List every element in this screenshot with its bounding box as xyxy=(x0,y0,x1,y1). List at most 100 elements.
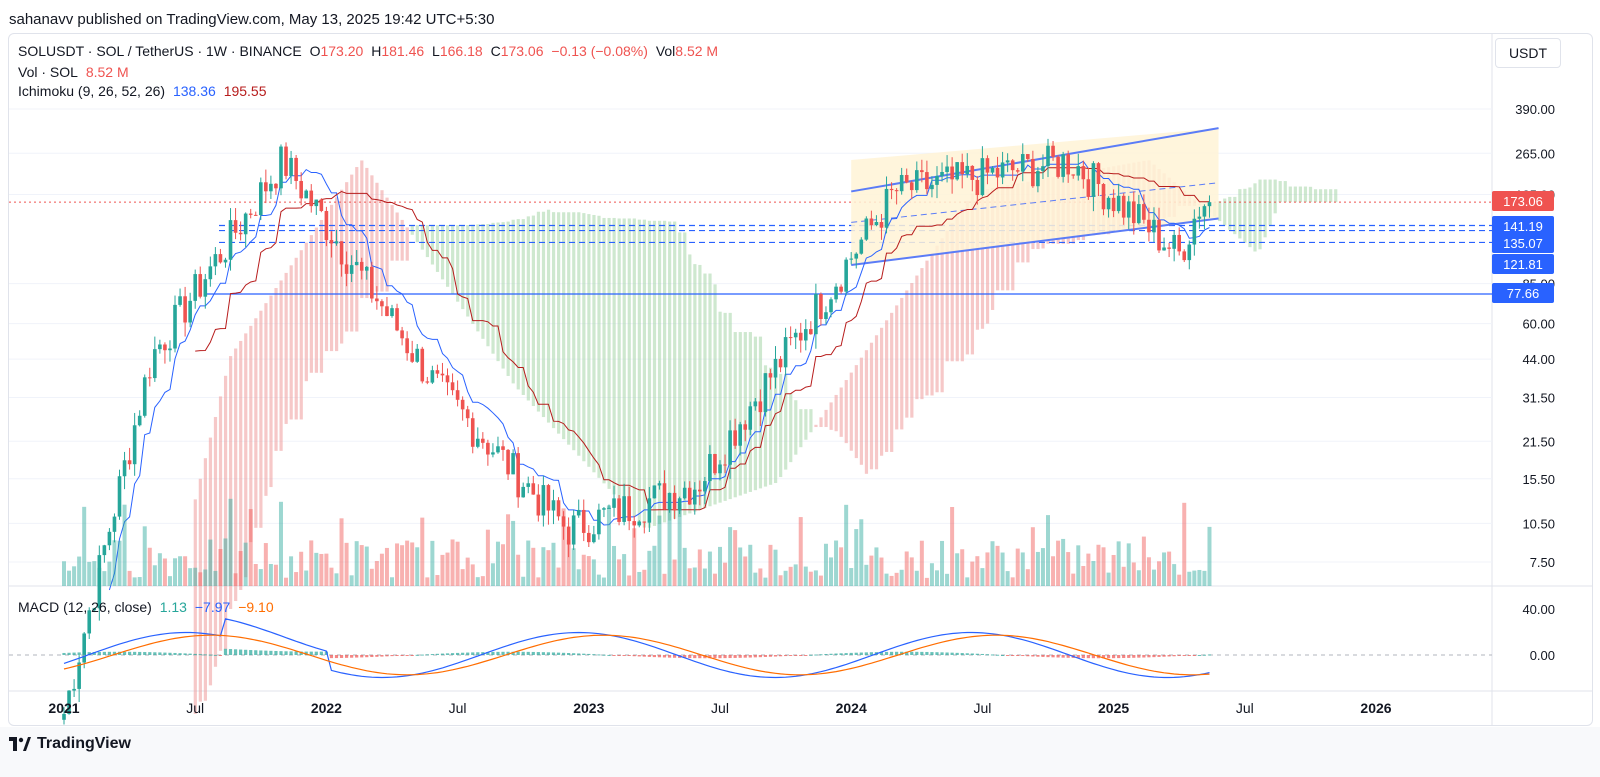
volume-bar xyxy=(854,529,859,586)
candle xyxy=(400,326,404,346)
candle xyxy=(708,445,712,492)
macd-hist-bar xyxy=(274,650,278,655)
volume-bar xyxy=(405,540,410,586)
macd-hist-bar xyxy=(112,651,117,655)
candle-body xyxy=(728,430,732,465)
ichimoku-legend[interactable]: Ichimoku (9, 26, 52, 26) 138.36 195.55 xyxy=(18,83,271,99)
volume-bar xyxy=(894,572,899,586)
cloud-segment xyxy=(577,212,581,456)
volume-bar xyxy=(934,570,939,586)
volume-bar xyxy=(511,520,516,586)
macd-hist-bar xyxy=(218,655,223,656)
cloud-segment xyxy=(768,367,773,485)
volume-bar xyxy=(223,538,228,586)
macd-hist-bar xyxy=(466,652,470,655)
candle-body xyxy=(329,240,334,244)
macd-hist-bar xyxy=(526,651,530,655)
candle xyxy=(622,483,626,526)
tradingview-logo[interactable]: TradingView xyxy=(9,735,131,753)
cloud-segment xyxy=(1263,179,1267,238)
volume-bar xyxy=(1197,569,1202,586)
candle-body xyxy=(632,521,637,526)
cloud-segment xyxy=(395,212,399,261)
macd-hist-bar xyxy=(784,655,788,657)
candle-body xyxy=(1177,234,1181,252)
volume-bar xyxy=(808,571,813,586)
cloud-segment xyxy=(582,213,586,462)
symbol-name[interactable]: SOLUSDT · SOL / TetherUS · 1W · BINANCE xyxy=(18,43,302,59)
candle xyxy=(455,380,460,407)
candle-body xyxy=(395,308,399,331)
volume-bar xyxy=(1086,553,1091,586)
macd-hist-bar xyxy=(107,651,112,655)
candle-body xyxy=(531,483,536,495)
candle-body xyxy=(576,509,581,516)
candle xyxy=(909,180,914,200)
cloud-segment xyxy=(597,215,601,478)
volume-bar xyxy=(1030,527,1035,586)
cloud-segment xyxy=(668,221,672,521)
cloud-segment xyxy=(849,372,853,451)
candle-body xyxy=(879,222,884,228)
cloud-segment xyxy=(945,230,949,362)
candle-body xyxy=(637,521,642,526)
macd-hist-bar xyxy=(1162,655,1166,657)
volume-bar xyxy=(390,577,394,586)
macd-hist-bar xyxy=(1122,655,1126,659)
cloud-segment xyxy=(213,416,218,667)
macd-tick-label: 0.00 xyxy=(1530,648,1555,663)
macd-hist-bar xyxy=(355,655,359,658)
macd-hist-bar xyxy=(662,655,667,658)
volume-bar xyxy=(975,556,980,586)
macd-hist-bar xyxy=(849,652,853,655)
volume-bar xyxy=(778,575,783,586)
candle xyxy=(87,607,92,639)
candle xyxy=(884,176,889,234)
candle xyxy=(1076,153,1081,181)
candle-body xyxy=(597,509,601,535)
candle-body xyxy=(228,220,233,260)
volume-bar xyxy=(712,573,717,586)
volume-legend[interactable]: Vol · SOL 8.52 M xyxy=(18,64,133,80)
candle-body xyxy=(607,507,611,509)
cloud-segment xyxy=(955,215,959,362)
volume-bar xyxy=(879,557,884,586)
candle xyxy=(975,176,980,205)
volume-bar xyxy=(263,543,268,586)
volume-bar xyxy=(354,541,359,586)
macd-hist-bar xyxy=(1006,655,1010,656)
candle-body xyxy=(339,241,344,265)
cloud-segment xyxy=(890,312,894,452)
volume-bar xyxy=(672,559,677,586)
volume-bar xyxy=(1136,570,1141,586)
macd-hist-bar xyxy=(551,652,556,655)
macd-hist-bar xyxy=(531,651,535,655)
volume-bar xyxy=(152,565,157,586)
macd-legend[interactable]: MACD (12, 26, close) 1.13 −7.97 −9.10 xyxy=(18,599,278,615)
cloud-segment xyxy=(728,312,732,500)
candle xyxy=(1207,195,1212,218)
candle-body xyxy=(158,344,162,350)
candle-body xyxy=(657,483,662,486)
cloud-segment xyxy=(1308,186,1313,203)
macd-hist-bar xyxy=(617,655,621,656)
volume-bar xyxy=(415,547,420,586)
candle xyxy=(824,306,828,325)
chart-panel[interactable]: 390.00265.00185.0085.0060.0044.0031.5021… xyxy=(8,33,1593,726)
candle-body xyxy=(87,610,92,634)
macd-hist-bar xyxy=(1152,655,1156,658)
candle-body xyxy=(990,167,995,173)
volume-bar xyxy=(591,559,596,586)
macd-hist-bar xyxy=(965,653,969,655)
macd-line xyxy=(63,618,1210,679)
volume-bar xyxy=(864,564,869,586)
candle-body xyxy=(788,337,793,339)
currency-button[interactable]: USDT xyxy=(1495,38,1561,68)
candle xyxy=(375,286,379,310)
macd-hist-bar xyxy=(380,655,384,657)
candle xyxy=(1157,207,1161,253)
cloud-segment xyxy=(375,182,379,292)
candle xyxy=(319,198,324,213)
macd-hist-bar xyxy=(163,652,167,655)
chart-canvas[interactable]: 390.00265.00185.0085.0060.0044.0031.5021… xyxy=(9,34,1592,725)
